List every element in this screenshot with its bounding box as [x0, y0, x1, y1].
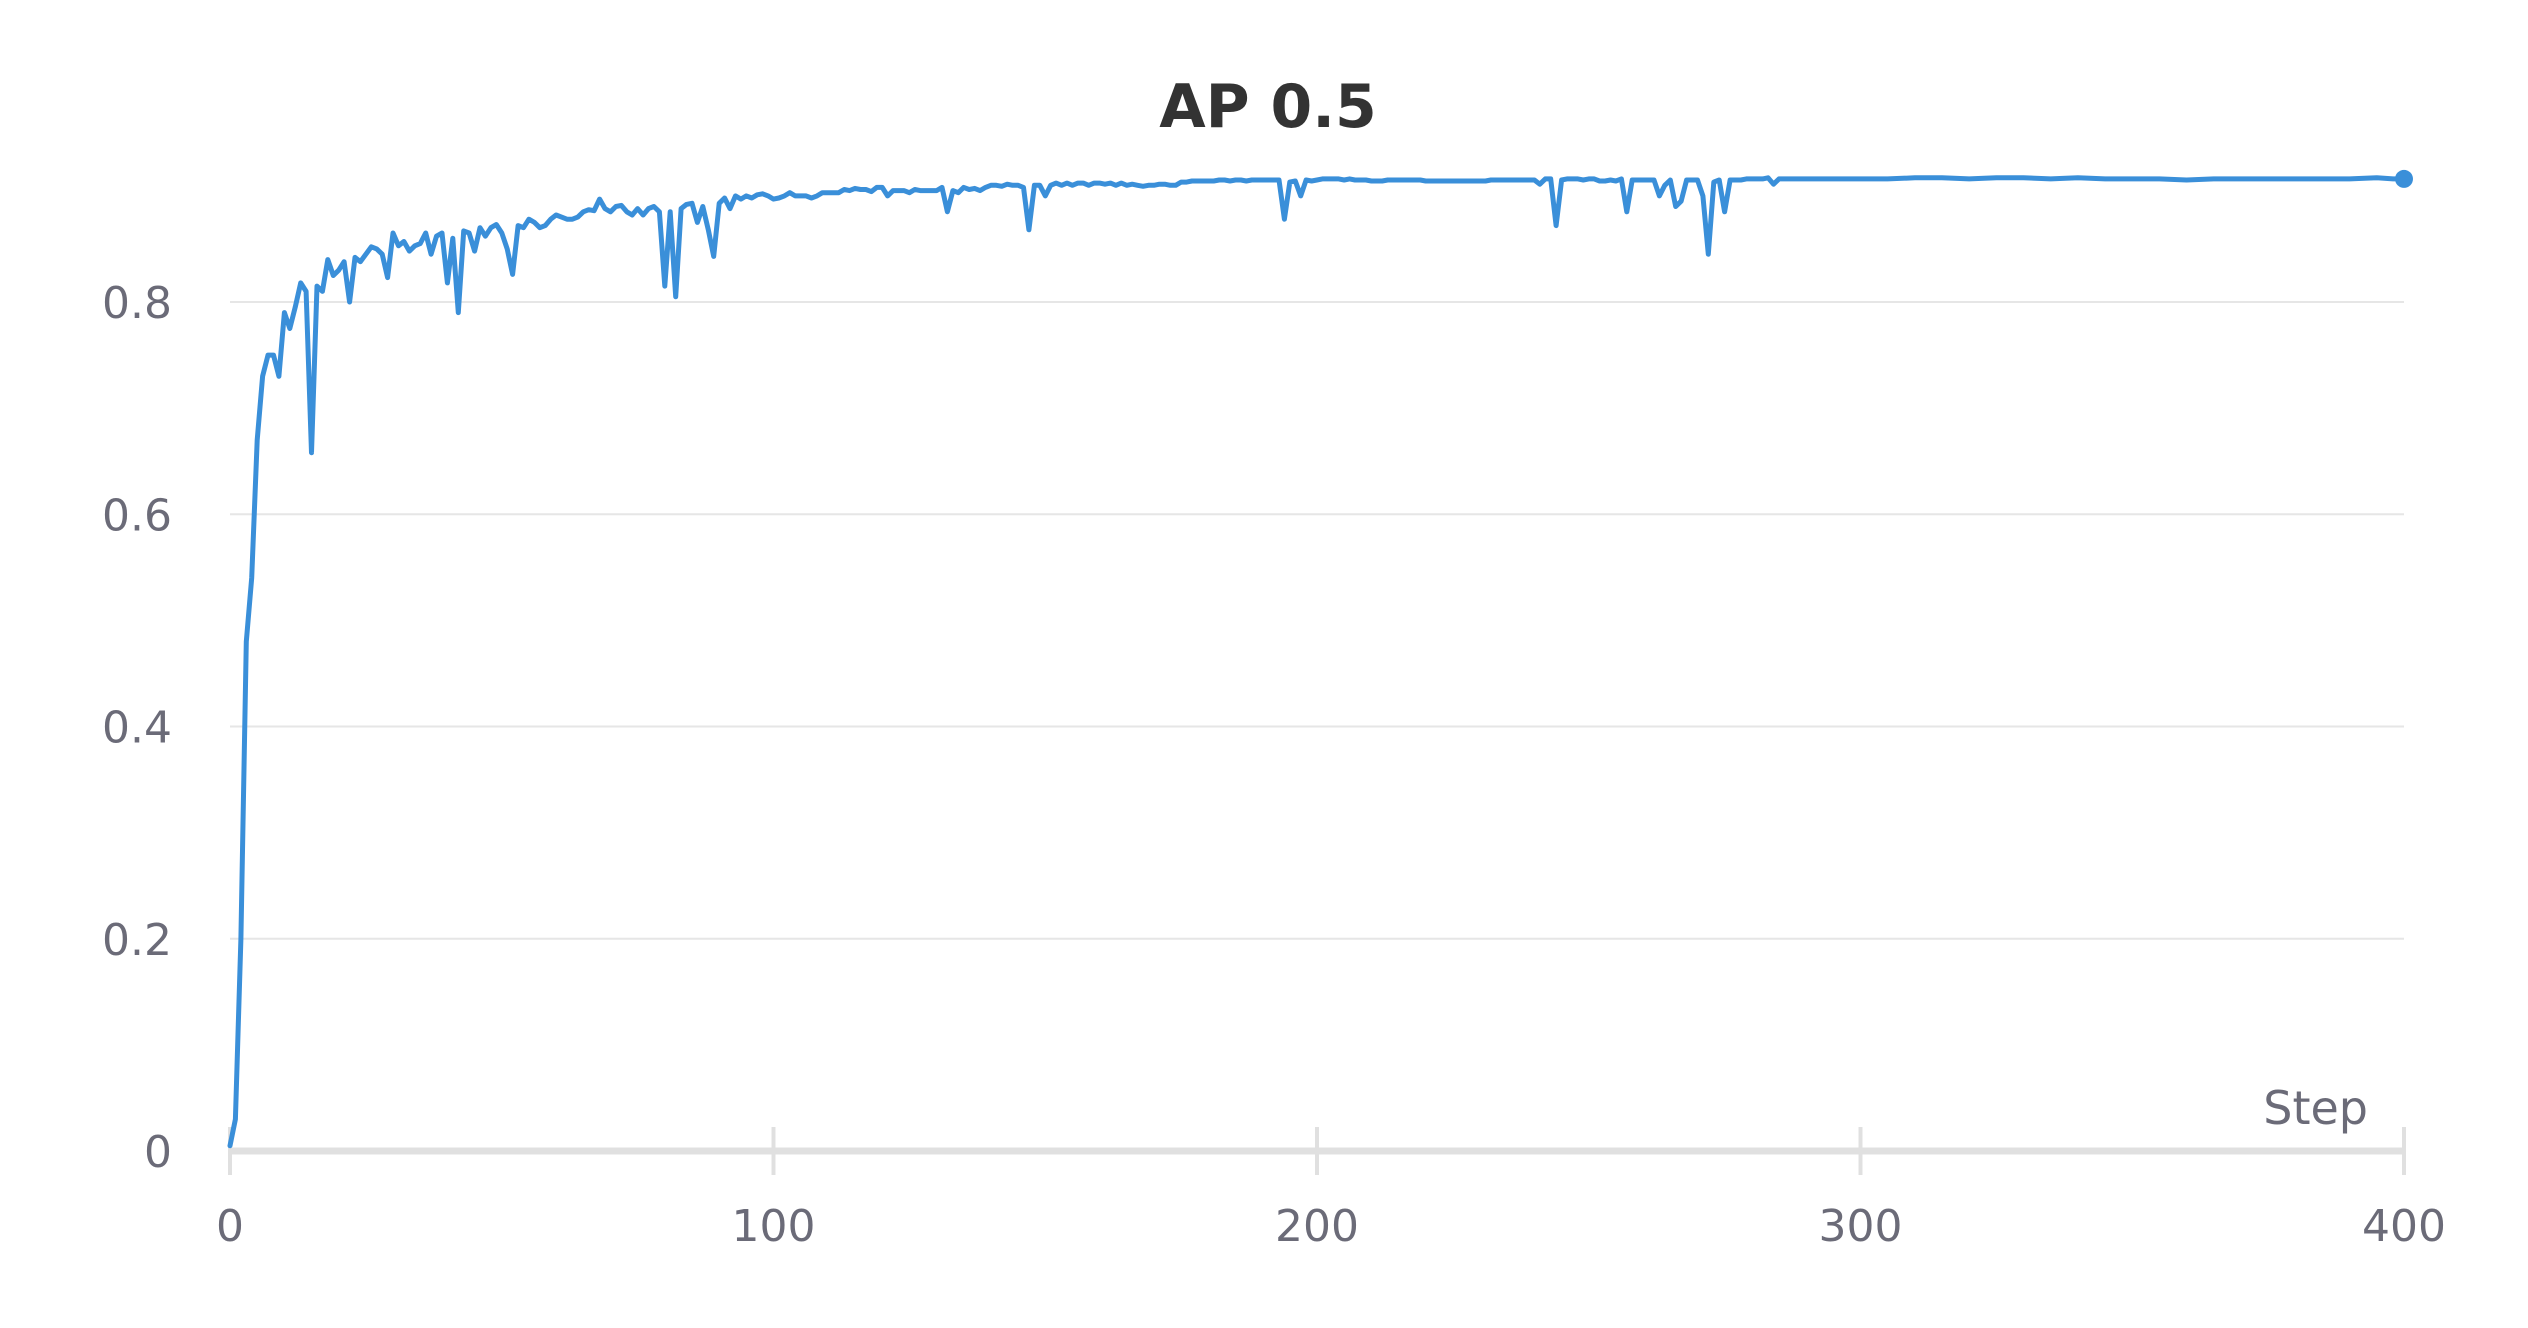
- x-tick-label: 100: [732, 1201, 816, 1252]
- x-tick-label: 300: [1819, 1201, 1903, 1252]
- y-tick-label: 0: [144, 1127, 172, 1178]
- x-tick-label: 0: [216, 1201, 244, 1252]
- y-tick-label: 0.2: [102, 915, 172, 966]
- x-tick-label: 400: [2362, 1201, 2446, 1252]
- y-tick-label: 0.8: [102, 278, 172, 329]
- y-tick-label: 0.6: [102, 490, 172, 541]
- y-tick-label: 0.4: [102, 703, 172, 754]
- chart-title: AP 0.5: [1159, 72, 1377, 142]
- x-axis-ticks: 0 100 200 300 400: [216, 1127, 2446, 1252]
- x-tick-label: 200: [1275, 1201, 1359, 1252]
- series: [227, 169, 2413, 1149]
- grid: [230, 301, 2404, 940]
- x-axis-label: Step: [2263, 1081, 2368, 1135]
- last-point-marker: [2395, 169, 2413, 188]
- y-axis-ticks: 0 0.2 0.4 0.6 0.8: [102, 278, 172, 1178]
- series-line: [227, 175, 2407, 1149]
